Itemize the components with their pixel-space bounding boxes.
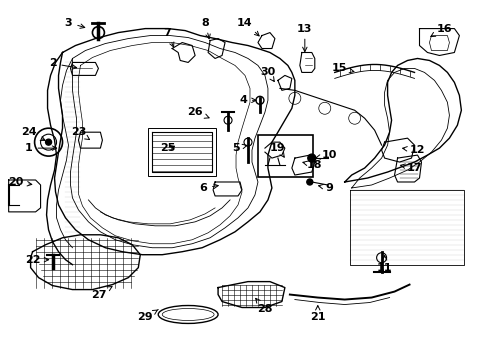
Text: 29: 29 [137,310,158,323]
Text: 10: 10 [315,150,337,160]
Text: 7: 7 [163,28,174,47]
Text: 25: 25 [160,143,176,153]
Text: 6: 6 [199,183,218,193]
Text: 14: 14 [237,18,259,36]
Text: 19: 19 [269,143,285,157]
Bar [148,128,216,176]
Text: 22: 22 [25,255,49,265]
Circle shape [307,154,315,162]
Text: 15: 15 [331,63,353,73]
Text: 13: 13 [297,24,312,51]
Text: 26: 26 [187,107,209,118]
Text: 27: 27 [90,287,112,300]
Text: 4: 4 [239,95,256,105]
Text: 9: 9 [318,183,333,193]
Text: 5: 5 [232,143,246,153]
Text: 12: 12 [402,145,425,155]
Text: 30: 30 [260,67,275,81]
Text: 24: 24 [21,127,45,140]
Circle shape [45,139,51,145]
Text: 3: 3 [64,18,84,28]
Text: 21: 21 [309,306,325,323]
Text: 17: 17 [400,163,422,173]
Text: 2: 2 [49,58,77,69]
Text: 23: 23 [71,127,89,140]
Circle shape [306,179,312,185]
Text: 28: 28 [255,298,272,315]
Text: 16: 16 [430,24,451,37]
Text: 18: 18 [302,160,322,170]
Text: 1: 1 [25,143,57,153]
Text: 8: 8 [201,18,210,39]
Text: 11: 11 [376,256,391,273]
Text: 20: 20 [8,177,32,187]
Bar [258,135,312,177]
